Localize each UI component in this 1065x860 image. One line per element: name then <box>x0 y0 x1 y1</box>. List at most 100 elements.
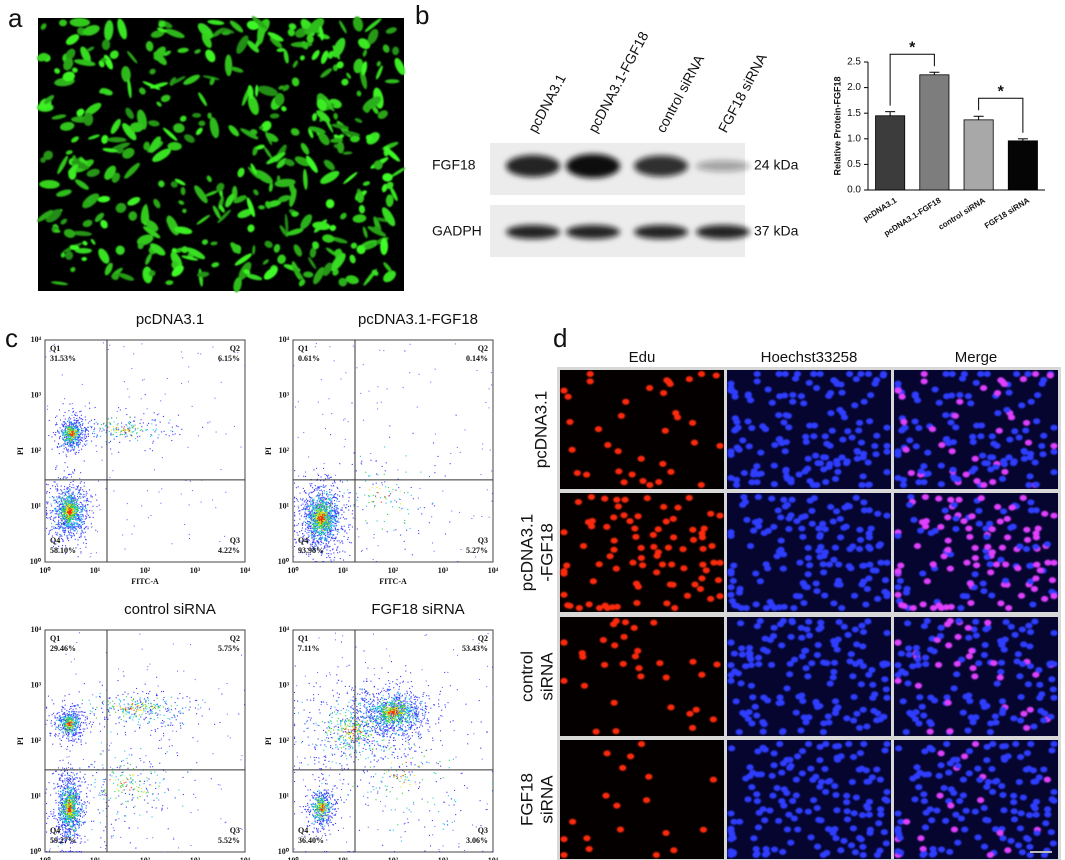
event <box>307 525 309 527</box>
event <box>325 503 327 505</box>
event <box>333 534 335 536</box>
cell <box>354 118 363 123</box>
event <box>50 518 52 521</box>
event <box>316 534 318 537</box>
event <box>385 486 387 488</box>
cell <box>246 20 259 30</box>
event <box>131 533 133 535</box>
event <box>80 533 82 535</box>
event <box>319 507 321 509</box>
event <box>77 506 79 508</box>
event <box>60 534 62 536</box>
cell <box>264 240 273 248</box>
event <box>58 492 60 495</box>
event <box>78 788 80 790</box>
cell <box>173 123 185 133</box>
event <box>55 422 58 424</box>
cell <box>118 273 135 281</box>
event <box>72 445 74 447</box>
event <box>61 423 63 425</box>
cell <box>356 191 365 204</box>
cell <box>201 33 212 49</box>
event <box>330 526 332 528</box>
event <box>67 451 69 453</box>
event <box>68 416 71 418</box>
event <box>69 496 71 498</box>
event <box>61 444 63 446</box>
event <box>349 492 351 494</box>
event <box>325 501 327 503</box>
event <box>81 427 83 429</box>
event <box>294 515 296 517</box>
event <box>187 381 189 383</box>
event <box>324 507 326 509</box>
event <box>305 518 307 520</box>
event <box>151 450 154 452</box>
event <box>57 548 59 550</box>
event <box>160 431 163 433</box>
event <box>78 523 80 526</box>
event <box>73 498 75 500</box>
event <box>316 529 319 531</box>
event <box>62 502 64 504</box>
event <box>126 435 128 437</box>
event <box>379 488 381 490</box>
event <box>296 532 298 534</box>
event <box>85 444 87 446</box>
cell <box>279 225 289 238</box>
cell <box>197 271 210 278</box>
cell <box>58 19 67 27</box>
event <box>68 410 70 412</box>
event <box>375 497 377 499</box>
event <box>124 429 126 431</box>
event <box>86 510 88 512</box>
event <box>313 505 315 507</box>
event <box>373 533 375 535</box>
event <box>321 491 324 493</box>
event <box>77 419 79 421</box>
event <box>67 426 69 428</box>
event <box>321 515 323 517</box>
event <box>59 419 62 421</box>
cell <box>45 209 62 223</box>
event <box>309 512 311 514</box>
event <box>46 511 48 513</box>
event <box>76 532 78 534</box>
event <box>360 462 362 464</box>
event <box>61 493 63 495</box>
event <box>45 356 47 358</box>
event <box>74 503 76 506</box>
event <box>70 529 72 531</box>
event <box>405 471 407 473</box>
event <box>70 534 72 537</box>
event <box>65 504 68 506</box>
event <box>314 505 316 507</box>
event <box>322 486 324 488</box>
event <box>67 448 69 450</box>
cell <box>295 28 307 38</box>
event <box>82 506 84 509</box>
event <box>79 425 81 427</box>
cell <box>71 67 78 73</box>
y-tick-label: 10⁴ <box>31 335 42 344</box>
event <box>131 426 133 428</box>
event <box>330 525 332 527</box>
event <box>139 422 141 424</box>
quadrant-name: Q1 <box>50 344 60 353</box>
event <box>65 515 67 517</box>
cell <box>97 195 111 203</box>
event <box>66 436 68 438</box>
event <box>320 476 322 478</box>
x-tick-label: 10² <box>388 566 399 575</box>
cell <box>373 160 383 170</box>
event <box>66 487 68 489</box>
event <box>76 498 78 500</box>
event <box>63 527 65 529</box>
event <box>129 416 131 418</box>
event <box>403 492 405 494</box>
cell <box>287 28 295 37</box>
event <box>67 520 69 522</box>
event <box>89 420 91 422</box>
event <box>70 524 72 526</box>
event <box>64 521 66 523</box>
